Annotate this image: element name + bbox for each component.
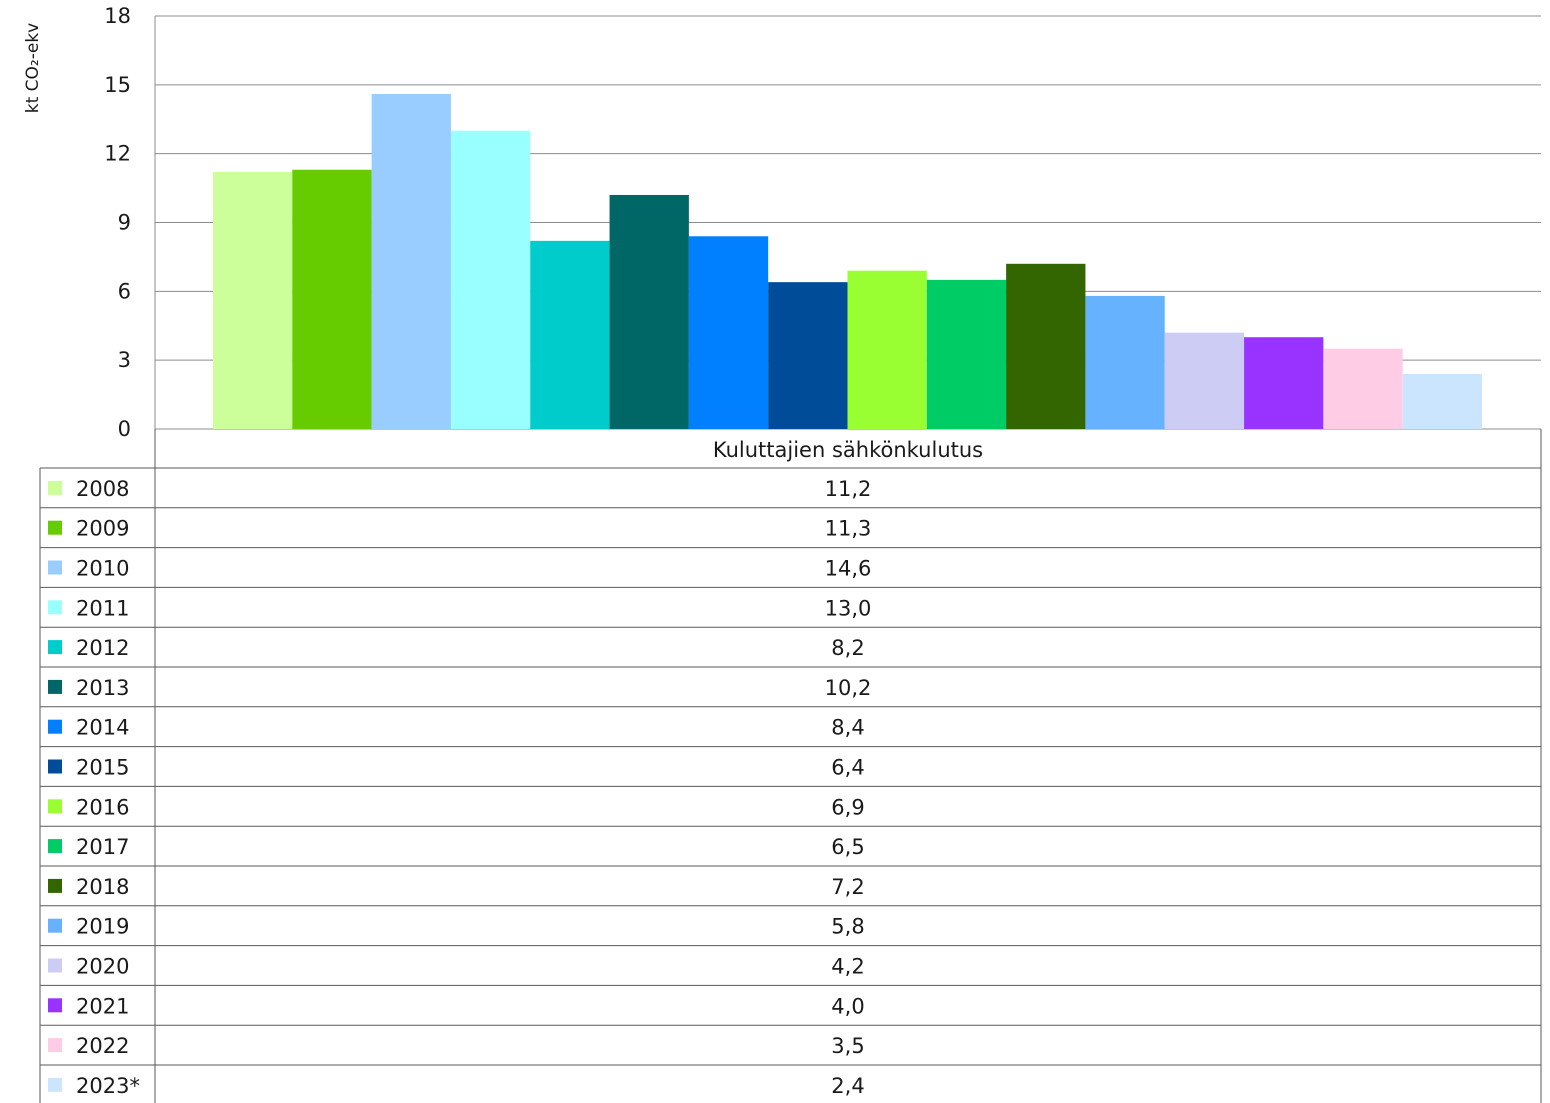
bar-2017 (926, 279, 1007, 429)
data-value-label: 8,4 (831, 716, 864, 740)
bar-2018 (1006, 263, 1086, 429)
data-value-label: 6,5 (831, 835, 864, 859)
bar-2009 (292, 169, 372, 429)
bar-2011 (450, 130, 531, 429)
legend-swatch (48, 520, 62, 535)
data-value-label: 4,0 (831, 994, 864, 1018)
legend-label: 2019 (76, 915, 129, 939)
legend-swatch (48, 1038, 62, 1053)
data-value-label: 14,6 (825, 557, 872, 581)
bar-2010 (371, 94, 451, 429)
bar-2019 (1085, 295, 1165, 429)
bar-2008 (213, 172, 293, 429)
legend-label: 2010 (76, 557, 129, 581)
bar-2013 (609, 194, 689, 429)
bar-2014 (688, 236, 769, 429)
legend-swatch (48, 560, 62, 575)
bar-2021 (1244, 337, 1324, 429)
legend-label: 2013 (76, 676, 129, 700)
y-tick-label: 0 (118, 417, 131, 441)
data-value-label: 4,2 (831, 955, 864, 979)
legend-swatch (48, 480, 62, 495)
legend-swatch (48, 719, 62, 734)
bar-2015 (768, 282, 848, 429)
y-tick-label: 9 (118, 211, 131, 235)
data-table: Kuluttajien sähkönkulutus 2008 11,2 2009 11,… (39, 429, 1542, 1103)
data-value-label: 2,4 (831, 1074, 864, 1098)
legend-swatch (48, 878, 62, 893)
legend-swatch (48, 918, 62, 933)
legend-swatch (48, 759, 62, 774)
data-value-label: 7,2 (831, 875, 864, 899)
bars (213, 94, 1482, 429)
data-value-label: 5,8 (831, 915, 864, 939)
category-label: Kuluttajien sähkönkulutus (713, 438, 983, 462)
data-value-label: 6,4 (831, 756, 864, 780)
legend-label: 2017 (76, 835, 129, 859)
legend-label: 2009 (76, 517, 129, 541)
y-tick-label: 6 (118, 279, 131, 303)
legend-swatch (48, 799, 62, 814)
legend-label: 2023* (76, 1074, 140, 1098)
legend-label: 2018 (76, 875, 129, 899)
bar-2020 (1164, 332, 1245, 429)
y-tick-label: 3 (118, 348, 131, 372)
legend-swatch (48, 958, 62, 973)
data-value-label: 11,3 (825, 517, 872, 541)
legend-label: 2021 (76, 994, 129, 1018)
legend-swatch (48, 998, 62, 1013)
bar-2012 (530, 240, 610, 429)
legend-label: 2022 (76, 1034, 129, 1058)
data-value-label: 10,2 (825, 676, 872, 700)
bar-2022 (1323, 348, 1403, 429)
data-value-label: 11,2 (825, 477, 872, 501)
legend-label: 2016 (76, 795, 129, 819)
legend-label: 2020 (76, 955, 129, 979)
data-value-label: 6,9 (831, 795, 864, 819)
y-axis-ticks: 0 3 6 9 12 15 18 (104, 4, 131, 441)
bar-2023 (1402, 373, 1482, 429)
legend-label: 2012 (76, 636, 129, 660)
data-value-label: 8,2 (831, 636, 864, 660)
legend-swatch (48, 640, 62, 655)
data-value-label: 3,5 (831, 1034, 864, 1058)
legend-label: 2014 (76, 716, 129, 740)
bar-2016 (847, 270, 927, 429)
data-value-label: 13,0 (825, 596, 872, 620)
legend-label: 2015 (76, 756, 129, 780)
y-tick-label: 12 (104, 142, 131, 166)
legend-swatch (48, 600, 62, 615)
legend-swatch (48, 1077, 62, 1092)
y-axis-title: kt CO₂-ekv (23, 23, 43, 113)
y-tick-label: 15 (104, 73, 131, 97)
legend-swatch (48, 839, 62, 854)
legend-swatch (48, 679, 62, 694)
y-tick-label: 18 (104, 4, 131, 28)
legend-label: 2011 (76, 596, 129, 620)
legend-label: 2008 (76, 477, 129, 501)
